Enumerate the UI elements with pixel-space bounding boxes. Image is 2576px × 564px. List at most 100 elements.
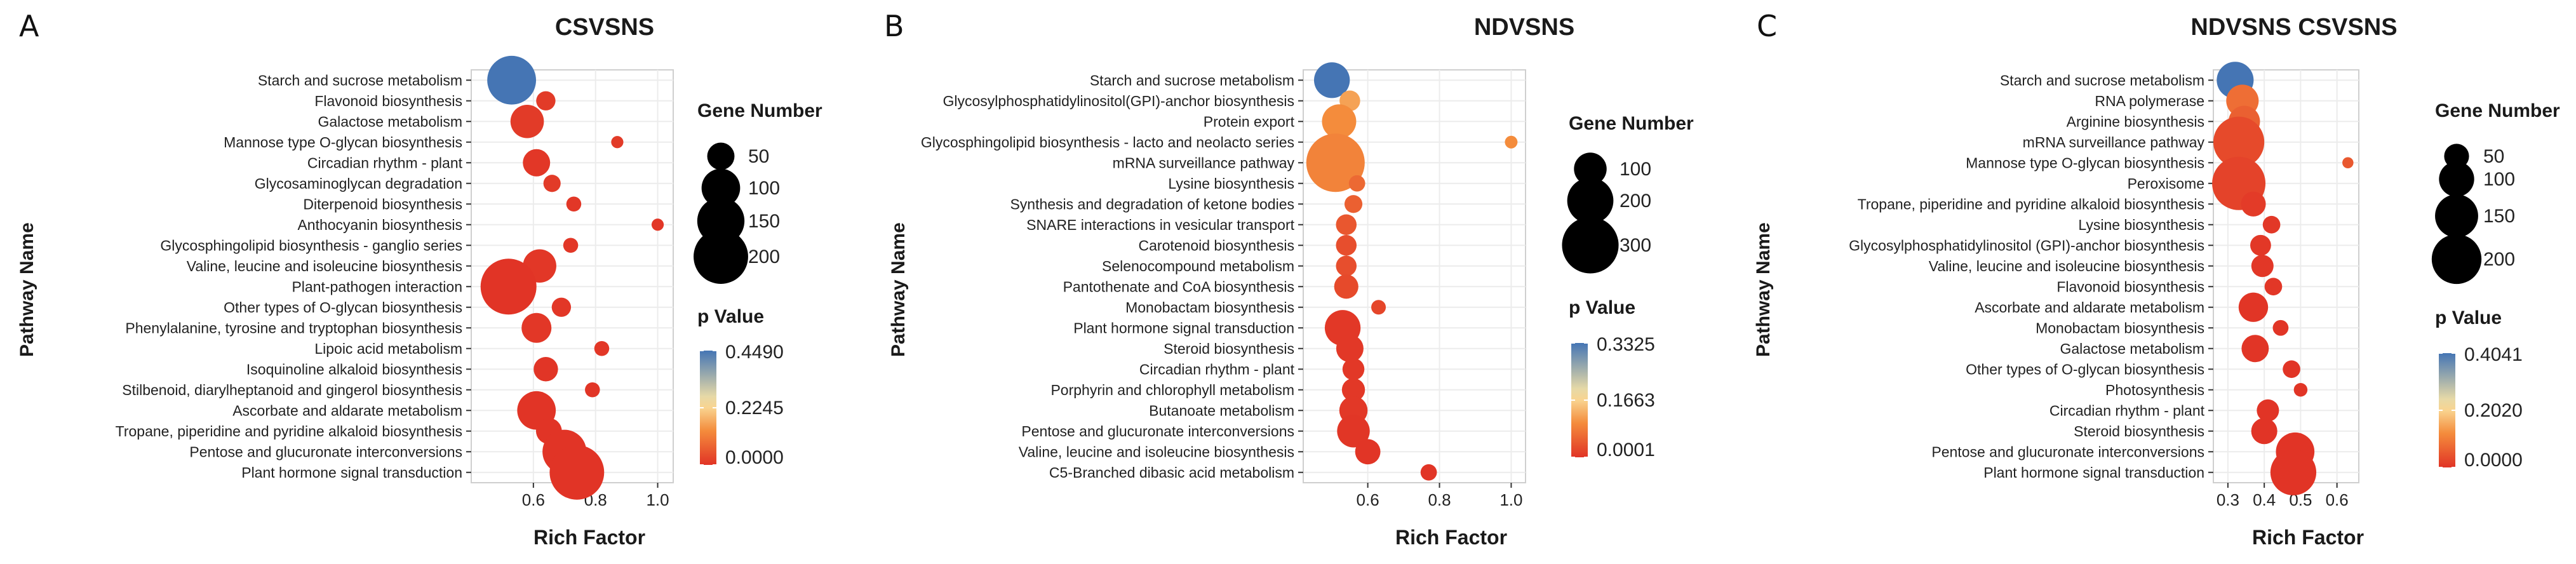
- x-axis-title: Rich Factor: [533, 526, 646, 549]
- y-tick-label: Steroid biosynthesis: [2074, 423, 2204, 440]
- y-tick-label: Mannose type O-glycan biosynthesis: [224, 134, 462, 151]
- y-tick-label: Photosynthesis: [2105, 382, 2204, 398]
- bubble: [651, 218, 664, 231]
- y-tick-label: Ascorbate and aldarate metabolism: [1975, 299, 2204, 316]
- y-tick-label: SNARE interactions in vesicular transpor…: [1026, 217, 1294, 233]
- size-legend-dot: [1574, 152, 1607, 185]
- bubble: [510, 104, 544, 138]
- y-tick-label: Diterpenoid biosynthesis: [303, 196, 462, 212]
- bubble: [566, 196, 582, 212]
- x-tick-label: 0.6: [522, 490, 545, 509]
- bubble: [611, 136, 624, 149]
- bubble: [2270, 449, 2317, 495]
- bubble: [2293, 383, 2308, 397]
- y-tick-label: Glycosylphosphatidylinositol (GPI)-ancho…: [1849, 237, 2204, 253]
- bubble: [1336, 234, 1357, 256]
- y-tick-label: Lysine biosynthesis: [1168, 175, 1294, 192]
- y-tick-label: Carotenoid biosynthesis: [1139, 237, 1294, 253]
- y-tick-label: Isoquinoline alkaloid biosynthesis: [246, 361, 462, 377]
- y-tick-label: Pentose and glucuronate interconversions: [1021, 423, 1294, 440]
- chart-title: NDVSNS: [1473, 14, 1575, 41]
- size-legend-label: 100: [2483, 169, 2515, 190]
- y-tick-label: Monobactam biosynthesis: [1125, 299, 1294, 316]
- y-tick-label: Glycosphingolipid biosynthesis - ganglio…: [160, 237, 462, 253]
- y-tick-label: Peroxisome: [2128, 175, 2204, 192]
- y-tick-label: Protein export: [1204, 113, 1295, 130]
- chart-title: CSVSNS: [554, 14, 655, 41]
- bubble: [2283, 360, 2300, 379]
- color-bar-label: 0.3325: [1597, 334, 1655, 355]
- size-legend-label: 200: [2483, 249, 2515, 270]
- color-bar-label: 0.1663: [1597, 390, 1655, 411]
- size-legend-dot: [2435, 194, 2478, 238]
- y-tick-label: Other types of O-glycan biosynthesis: [1966, 361, 2204, 377]
- y-tick-label: C5-Branched dibasic acid metabolism: [1049, 464, 1294, 481]
- bubble: [536, 91, 556, 111]
- y-tick-label: mRNA surveillance pathway: [1113, 154, 1295, 171]
- x-tick-label: 0.8: [1428, 490, 1451, 509]
- bubble: [1336, 255, 1357, 277]
- y-tick-label: Butanoate metabolism: [1149, 402, 1294, 419]
- bubble: [1420, 464, 1437, 481]
- y-tick-label: RNA polymerase: [2095, 93, 2204, 109]
- bubble: [2262, 215, 2281, 234]
- bubble: [2257, 399, 2279, 422]
- y-tick-label: Pentose and glucuronate interconversions: [189, 443, 462, 460]
- bubble: [2272, 319, 2289, 336]
- panel-c: C NDVSNS CSVSNS Pathway Name Starch and …: [1717, 0, 2576, 564]
- color-bar-label: 0.4490: [725, 342, 784, 363]
- size-legend-title: Gene Number: [2435, 100, 2560, 121]
- size-legend-dot: [701, 168, 741, 208]
- panel-letter: A: [19, 9, 39, 43]
- bubble: [2342, 157, 2354, 169]
- bubble: [2264, 278, 2283, 296]
- y-tick-label: Starch and sucrose metabolism: [2000, 72, 2204, 88]
- bubble: [549, 445, 605, 500]
- y-tick-label: Glycosylphosphatidylinositol(GPI)-anchor…: [943, 93, 1294, 109]
- size-legend-dot: [1562, 217, 1619, 274]
- size-legend-dot: [694, 229, 748, 284]
- bubble: [480, 258, 537, 315]
- y-tick-label: Flavonoid biosynthesis: [314, 93, 462, 109]
- panel-letter: B: [884, 9, 904, 43]
- x-tick-label: 0.6: [2326, 490, 2349, 509]
- y-tick-label: Tropane, piperidine and pyridine alkaloi…: [1858, 196, 2204, 212]
- size-legend-label: 150: [2483, 206, 2515, 227]
- bubble: [487, 55, 537, 105]
- bubble: [2238, 292, 2269, 322]
- color-bar-label: 0.2245: [725, 398, 784, 419]
- y-tick-label: Anthocyanin biosynthesis: [297, 217, 462, 233]
- y-tick-label: Circadian rhythm - plant: [307, 154, 463, 171]
- y-tick-label: Valine, leucine and isoleucine biosynthe…: [1019, 443, 1294, 460]
- bubble: [1505, 135, 1518, 149]
- bubble: [563, 238, 579, 253]
- y-tick-label: Plant hormone signal transduction: [241, 464, 462, 481]
- y-tick-label: Other types of O-glycan biosynthesis: [224, 299, 462, 316]
- y-tick-label: Tropane, piperidine and pyridine alkaloi…: [116, 423, 462, 440]
- bubble: [1313, 62, 1350, 98]
- color-bar-label: 0.2020: [2464, 400, 2523, 421]
- y-tick-label: Flavonoid biosynthesis: [2056, 278, 2204, 295]
- bubble: [2213, 116, 2265, 168]
- size-legend-label: 150: [748, 211, 780, 232]
- bubble: [1337, 415, 1370, 448]
- panel-a: A CSVSNS Pathway Name Starch and sucrose…: [0, 0, 859, 564]
- bubble: [1336, 335, 1364, 363]
- y-tick-label: Valine, leucine and isoleucine biosynthe…: [1929, 258, 2204, 274]
- bubble: [1342, 358, 1365, 380]
- size-legend-label: 50: [748, 146, 769, 167]
- x-tick-label: 1.0: [646, 490, 669, 509]
- size-legend-label: 200: [1620, 191, 1651, 211]
- x-tick-label: 0.3: [2217, 490, 2239, 509]
- y-tick-label: Glycosphingolipid biosynthesis - lacto a…: [921, 134, 1294, 151]
- size-legend-label: 200: [748, 246, 780, 267]
- x-tick-label: 0.6: [1357, 490, 1379, 509]
- x-tick-label: 0.4: [2253, 490, 2276, 509]
- bubble: [2250, 234, 2271, 256]
- y-tick-label: Mannose type O-glycan biosynthesis: [1966, 154, 2204, 171]
- color-bar-label: 0.0001: [1597, 440, 1655, 460]
- bubble-plot: Starch and sucrose metabolism Glycosylpho…: [921, 62, 1655, 509]
- y-tick-label: Monobactam biosynthesis: [2036, 319, 2204, 336]
- panel-letter: C: [1757, 9, 1778, 43]
- size-legend-dot: [2439, 161, 2474, 197]
